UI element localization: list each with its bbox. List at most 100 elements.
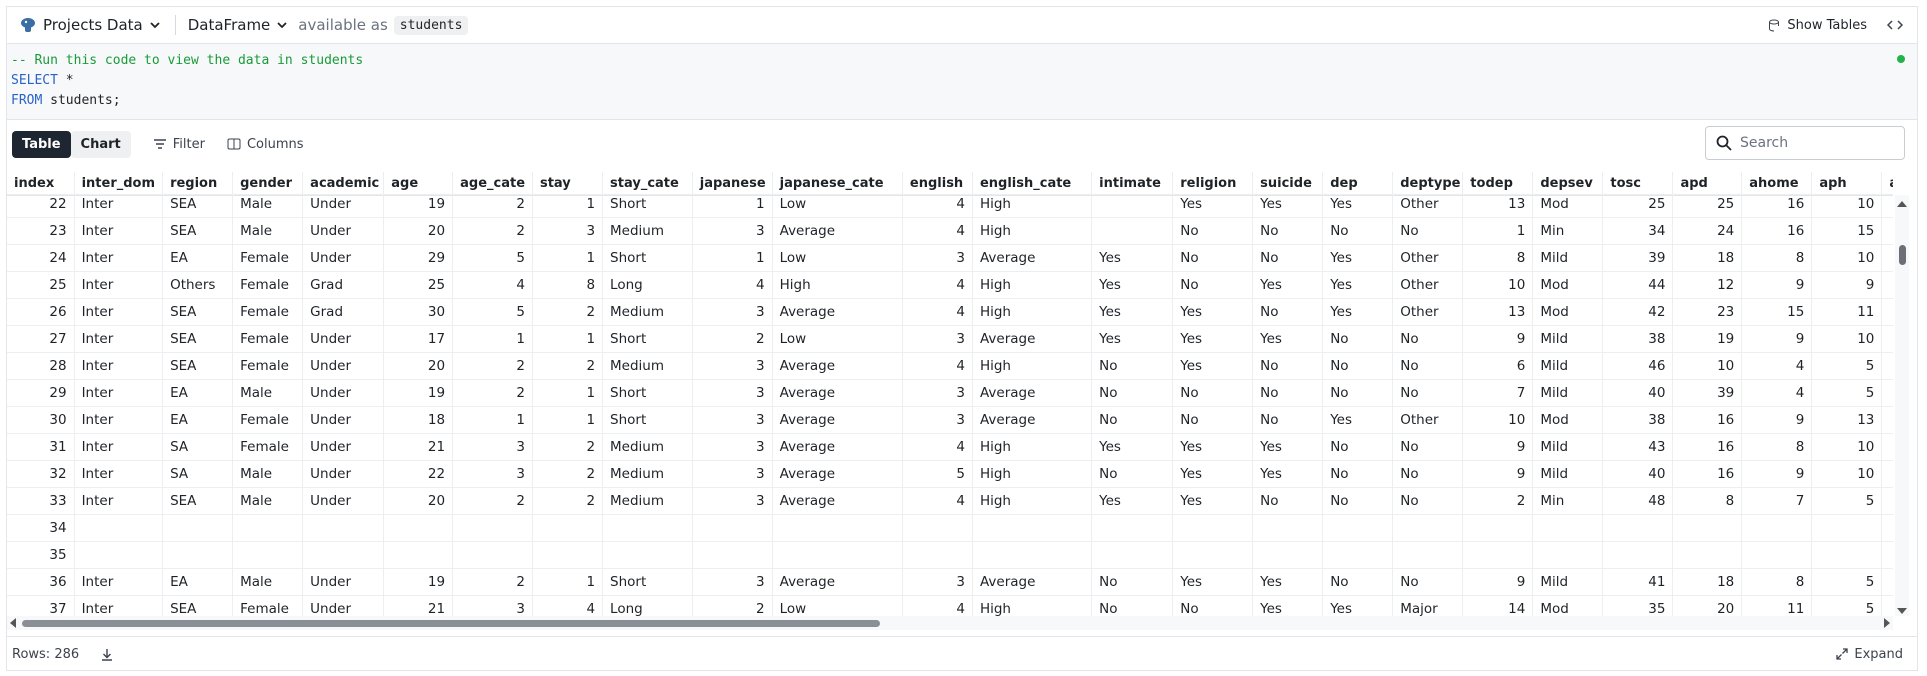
scroll-right[interactable] <box>1883 618 1891 628</box>
table-cell: Inter <box>74 406 164 434</box>
table-cell: 23 <box>1673 298 1743 326</box>
table-cell: Inter <box>74 379 164 407</box>
table-cell: No <box>1253 406 1324 434</box>
table-cell: Under <box>303 379 385 407</box>
table-cell: Yes <box>1092 433 1174 461</box>
table-cell <box>1393 514 1464 542</box>
status-dot <box>1897 55 1905 63</box>
table-cell: 16 <box>1673 460 1743 488</box>
table-cell <box>1393 541 1464 569</box>
table-cell: 2 <box>532 433 604 461</box>
columns-button[interactable]: Columns <box>227 137 304 152</box>
table-tab[interactable]: Table <box>12 130 71 158</box>
table-cell: Yes <box>1253 433 1324 461</box>
table-cell: 9 <box>1742 460 1813 488</box>
table-cell: 1 <box>692 244 773 272</box>
table-cell: Grad <box>303 271 385 299</box>
table-cell: SA <box>163 433 234 461</box>
table-cell <box>74 514 164 542</box>
column-header: intimate <box>1092 172 1174 195</box>
table-cell: Female <box>233 298 304 326</box>
table-cell: 20 <box>384 352 454 380</box>
scroll-down[interactable] <box>1897 607 1907 615</box>
table-cell: 2 <box>1463 487 1534 515</box>
table-cell <box>603 514 693 542</box>
table-cell <box>972 541 1093 569</box>
table-cell <box>303 541 385 569</box>
variable-name: students <box>393 15 469 35</box>
table-cell: 39 <box>1603 244 1674 272</box>
scroll-up[interactable] <box>1897 200 1907 208</box>
table-cell: No <box>1393 433 1464 461</box>
table-cell: 7 <box>1463 379 1534 407</box>
table-cell: 43 <box>1603 433 1674 461</box>
table-cell: 5 <box>453 298 533 326</box>
chart-tab[interactable]: Chart <box>70 130 131 158</box>
top-bar: Projects Data DataFrame available as stu… <box>7 7 1917 44</box>
expand-button[interactable]: Expand <box>1836 647 1903 662</box>
table-cell: Inter <box>74 271 164 299</box>
table-cell <box>1882 407 1893 434</box>
table-body: 22 Inter SEA Male Under 19 2 1 Short 1 Low 4 High Yes… <box>7 195 1893 616</box>
row-index: 31 <box>7 433 75 461</box>
table-cell: Yes <box>1253 195 1324 218</box>
scroll-left[interactable] <box>9 618 17 628</box>
table-cell <box>1253 541 1324 569</box>
table-cell <box>1603 514 1674 542</box>
table-cell: 4 <box>902 298 973 326</box>
table-cell: 1 <box>532 406 604 434</box>
dataframe-menu[interactable]: DataFrame <box>188 16 289 34</box>
scroll-thumb[interactable] <box>22 620 880 627</box>
download-icon[interactable] <box>101 648 113 661</box>
row-index: 35 <box>7 541 75 569</box>
table-cell <box>163 541 234 569</box>
table-cell <box>233 541 304 569</box>
show-tables-label: Show Tables <box>1787 17 1867 33</box>
column-header: japanese_cate <box>772 172 903 195</box>
table-cell: Under <box>303 325 385 353</box>
table-cell: 3 <box>692 217 773 245</box>
project-menu[interactable]: Projects Data <box>19 16 161 34</box>
table-cell: Mild <box>1533 568 1604 596</box>
show-tables-button[interactable]: Show Tables <box>1768 18 1867 33</box>
table-cell: 20 <box>384 217 454 245</box>
table-cell: Mild <box>1533 244 1604 272</box>
table-cell: No <box>1173 595 1254 616</box>
table-cell <box>163 514 234 542</box>
table-cell: 4 <box>533 595 604 616</box>
table-cell <box>532 541 604 569</box>
table-cell: 9 <box>1463 433 1534 461</box>
filter-button[interactable]: Filter <box>153 137 205 152</box>
table-cell: EA <box>163 244 234 272</box>
horizontal-scrollbar[interactable] <box>7 616 1893 630</box>
table-cell: Yes <box>1173 433 1254 461</box>
table-cell: 17 <box>384 325 454 353</box>
code-text: * <box>65 73 74 88</box>
table-cell: 18 <box>384 406 454 434</box>
table-cell <box>1092 195 1174 218</box>
table-cell: 12 <box>1673 271 1743 299</box>
code-toggle[interactable] <box>1887 18 1903 32</box>
row-index: 22 <box>7 195 75 218</box>
vertical-scrollbar[interactable] <box>1895 195 1909 616</box>
scroll-thumb[interactable] <box>1899 245 1906 265</box>
table-cell: Average <box>972 379 1093 407</box>
table-cell: 2 <box>532 460 604 488</box>
table-cell <box>603 541 693 569</box>
table-cell: Medium <box>603 352 693 380</box>
table-cell: 3 <box>453 595 533 616</box>
table-cell: Others <box>163 271 234 299</box>
table-cell: Male <box>233 379 304 407</box>
table-cell: 1 <box>532 325 604 353</box>
search-box[interactable]: Search <box>1705 126 1905 160</box>
table-cell <box>1323 541 1394 569</box>
code-editor[interactable]: -- Run this code to view the data in stu… <box>7 44 1917 120</box>
table-cell: High <box>972 460 1093 488</box>
chevron <box>277 22 287 29</box>
table-cell <box>233 514 304 542</box>
separator <box>174 15 176 35</box>
table-cell: Yes <box>1253 568 1324 596</box>
row-index: 32 <box>7 460 75 488</box>
table-cell: Mod <box>1533 271 1604 299</box>
